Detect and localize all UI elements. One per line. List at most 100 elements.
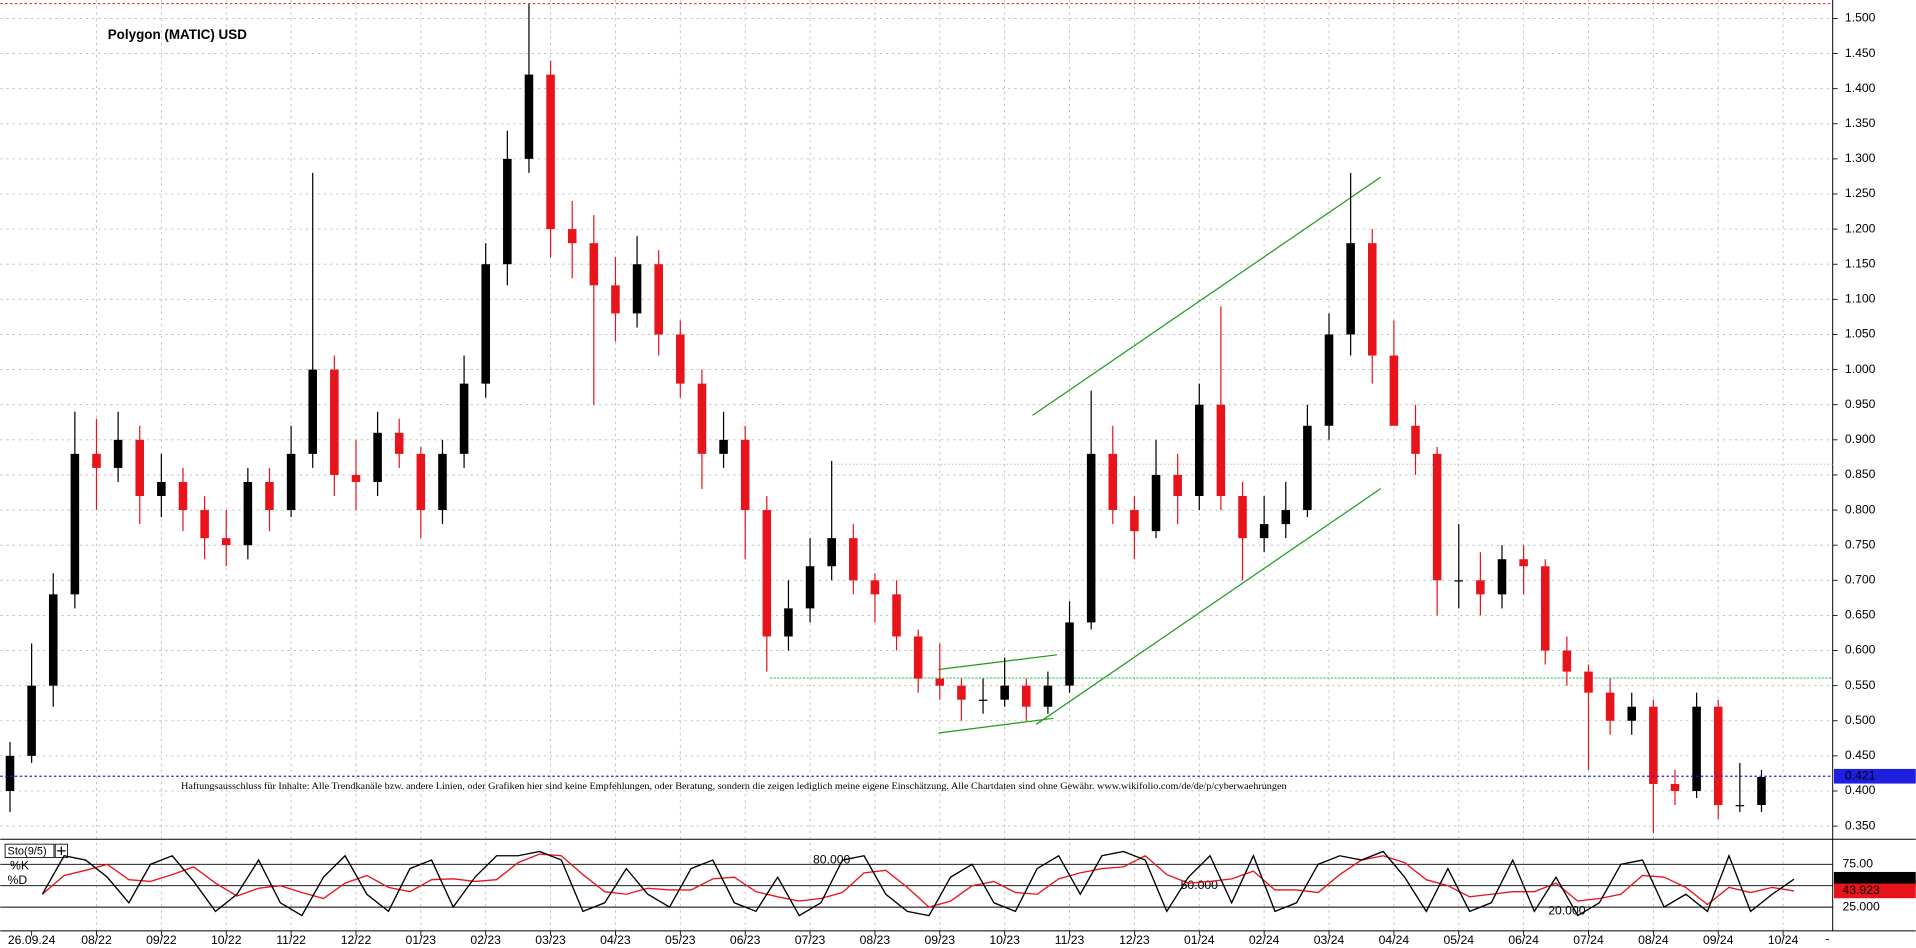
y-tick-label: 1.350 [1845, 116, 1876, 130]
x-tick-label: 12/22 [341, 933, 372, 947]
level-label: 75.00 [1842, 857, 1873, 871]
candle-body [373, 432, 382, 482]
candle-body [632, 264, 642, 314]
x-tick-label: 01/23 [406, 933, 437, 947]
y-tick-label: 0.400 [1845, 783, 1876, 797]
candle-body [1281, 510, 1291, 525]
y-tick-label: 0.500 [1845, 713, 1876, 727]
candle-body [676, 334, 685, 384]
candle-body [1670, 783, 1680, 791]
k-line [41, 850, 1795, 917]
candle-body [438, 453, 447, 511]
candle-body [805, 566, 815, 609]
y-tick-label: 1.400 [1845, 81, 1876, 95]
x-tick-label: 03/23 [535, 933, 566, 947]
y-tick-label: 0.350 [1845, 818, 1876, 832]
x-tick-label: 10/22 [211, 933, 242, 947]
candle-body [1065, 622, 1074, 686]
candle-body [1216, 404, 1226, 497]
candle-body [1713, 706, 1723, 806]
last-price-label: 0.421 [1845, 768, 1876, 782]
candle-body [1173, 474, 1182, 497]
candle-body [481, 264, 490, 384]
x-tick-label: 01/24 [1184, 933, 1215, 947]
x-tick-label: 02/24 [1249, 933, 1280, 947]
y-tick-label: 0.550 [1845, 678, 1876, 692]
candle-body [394, 432, 404, 454]
x-tick-label: 07/24 [1573, 933, 1604, 947]
trend-line [938, 654, 1058, 671]
level-annotation: 20.000 [1548, 904, 1586, 918]
x-tick-label: 04/24 [1379, 933, 1410, 947]
x-tick-label: 03/24 [1314, 933, 1345, 947]
x-tick-label: 04/23 [600, 933, 631, 947]
candle-body [1195, 404, 1204, 497]
candle-body [849, 538, 858, 581]
candle-body [1086, 453, 1096, 623]
x-tick-label: 05/23 [665, 933, 696, 947]
candle-body [1151, 474, 1161, 532]
candle-body [567, 229, 577, 244]
y-tick-label: 1.100 [1845, 292, 1876, 306]
candle-body [1627, 706, 1637, 721]
candle-body [5, 755, 15, 791]
candle-body [503, 158, 512, 265]
x-tick-label: 08/23 [860, 933, 891, 947]
x-tick-label: 06/24 [1508, 933, 1539, 947]
indicator-name: Sto(9/5) [8, 845, 47, 857]
candles [5, 4, 1766, 834]
x-tick-label: 11/22 [276, 933, 306, 947]
y-tick-label: 0.950 [1845, 397, 1876, 411]
candle-body [1303, 425, 1312, 511]
disclaimer: Haftungsausschluss für Inhalte: Alle Tre… [181, 781, 1287, 791]
trend-line [1032, 176, 1382, 416]
candle-body [827, 538, 836, 567]
y-tick-label: 0.450 [1845, 748, 1876, 762]
trend-lines [938, 176, 1382, 734]
x-tick-label: 10/23 [989, 933, 1020, 947]
candle-body [762, 510, 772, 637]
candle-body [1605, 692, 1615, 721]
d-line [41, 853, 1795, 908]
candle-body [265, 481, 274, 511]
candle-body [913, 636, 923, 679]
d-last-box [1833, 883, 1916, 899]
candle-body [1238, 496, 1247, 539]
d-last-label: 43.923 [1842, 883, 1880, 897]
x-tick-label: 08/24 [1638, 933, 1669, 947]
x-tick-label: 12/23 [1119, 933, 1150, 947]
y-tick-label: 1.450 [1845, 46, 1876, 60]
candle-body [784, 608, 793, 637]
candle-body [957, 685, 966, 700]
candle-body [330, 369, 339, 475]
chart-title: Polygon (MATIC) USD [108, 27, 247, 42]
candle-body [740, 439, 750, 511]
x-tick-label: 02/23 [470, 933, 501, 947]
scroll-dash[interactable]: - [1825, 932, 1829, 946]
candle-body [589, 243, 599, 286]
candle-body [1540, 566, 1550, 651]
y-tick-label: 0.700 [1845, 573, 1876, 587]
candle-body [1346, 243, 1355, 335]
x-tick-label: 08/22 [81, 933, 112, 947]
y-tick-label: 0.850 [1845, 467, 1876, 481]
candle-body [1735, 805, 1745, 807]
indicator-box [4, 843, 55, 859]
y-tick-label: 0.650 [1845, 608, 1876, 622]
candle-body [546, 74, 555, 230]
x-tick-label: 05/24 [1443, 933, 1474, 947]
y-tick-label: 1.250 [1845, 186, 1876, 200]
candle-body [1757, 776, 1766, 806]
candle-body [178, 481, 188, 511]
candle-body [48, 594, 58, 686]
candle-body [416, 453, 426, 511]
candle-body [200, 510, 209, 539]
candle-body [870, 580, 880, 595]
y-tick-label: 1.200 [1845, 221, 1876, 235]
trend-line [1035, 488, 1382, 725]
y-tick-label: 1.500 [1845, 11, 1876, 25]
candle-body [1692, 706, 1701, 791]
candle-body [1562, 650, 1572, 672]
